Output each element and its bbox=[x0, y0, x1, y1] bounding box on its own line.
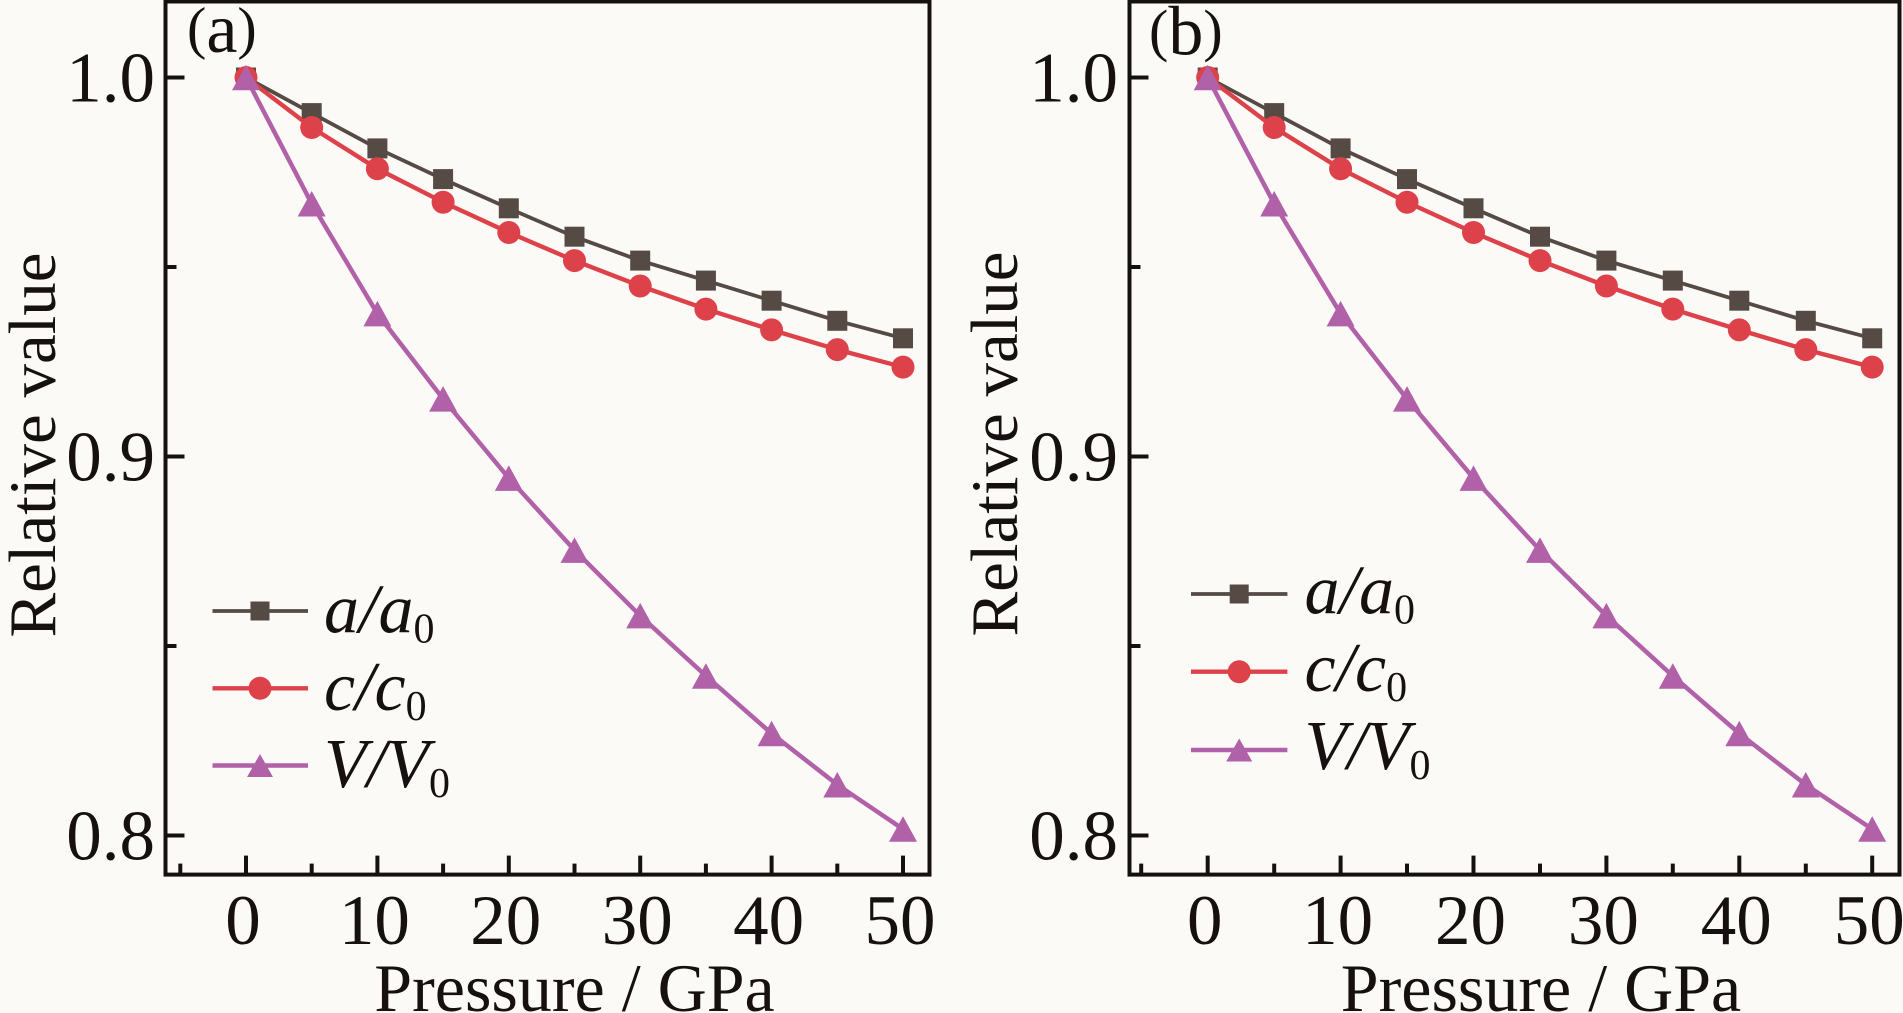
svg-text:Relative value: Relative value bbox=[958, 251, 1032, 636]
svg-text:(a): (a) bbox=[187, 0, 257, 68]
svg-text:0: 0 bbox=[1187, 882, 1223, 960]
svg-text:10: 10 bbox=[1302, 882, 1373, 960]
svg-text:0: 0 bbox=[225, 882, 261, 960]
svg-text:Pressure / GPa: Pressure / GPa bbox=[1341, 950, 1741, 1013]
svg-text:0.9: 0.9 bbox=[1029, 419, 1118, 497]
svg-text:30: 30 bbox=[602, 882, 673, 960]
svg-text:0.9: 0.9 bbox=[66, 419, 155, 497]
svg-text:Pressure / GPa: Pressure / GPa bbox=[374, 950, 774, 1013]
svg-text:0.8: 0.8 bbox=[1029, 798, 1118, 876]
svg-text:10: 10 bbox=[339, 882, 410, 960]
svg-text:0.8: 0.8 bbox=[66, 798, 155, 876]
svg-text:50: 50 bbox=[1834, 882, 1903, 960]
svg-text:50: 50 bbox=[865, 882, 936, 960]
svg-text:Relative value: Relative value bbox=[0, 252, 70, 637]
svg-text:40: 40 bbox=[1701, 882, 1772, 960]
svg-text:20: 20 bbox=[470, 882, 541, 960]
svg-text:(b): (b) bbox=[1149, 0, 1223, 71]
svg-text:20: 20 bbox=[1435, 882, 1506, 960]
svg-text:40: 40 bbox=[733, 882, 804, 960]
svg-text:1.0: 1.0 bbox=[66, 40, 155, 118]
svg-text:30: 30 bbox=[1568, 882, 1639, 960]
svg-text:1.0: 1.0 bbox=[1029, 40, 1118, 118]
